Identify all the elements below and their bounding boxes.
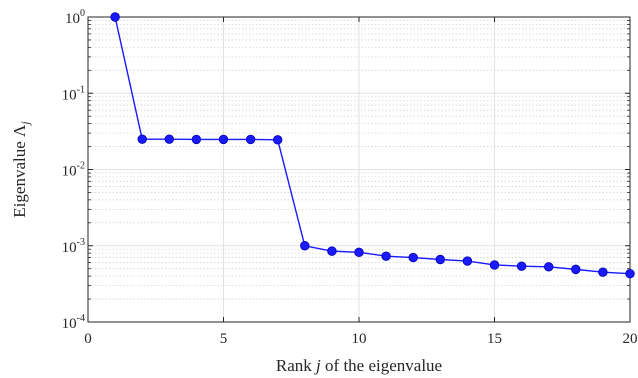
data-point-marker bbox=[354, 247, 364, 258]
data-point-marker bbox=[245, 134, 256, 145]
axis-ticks bbox=[87, 16, 631, 323]
data-point-marker bbox=[571, 264, 581, 275]
y-tick-label: 10-1 bbox=[62, 84, 85, 103]
x-tick-label: 0 bbox=[84, 331, 92, 347]
data-point-marker bbox=[191, 134, 202, 145]
data-point-marker bbox=[137, 134, 147, 144]
data-point-marker bbox=[327, 246, 337, 256]
y-tick-label: 10-4 bbox=[62, 313, 85, 332]
data-point-marker bbox=[544, 262, 554, 272]
tick-labels: 0 5 10 15 20 10-4 10-3 10-2 10-1 100 bbox=[62, 8, 638, 347]
y-axis-label: Eigenvalue Λj bbox=[10, 121, 32, 218]
y-tick-label: 10-3 bbox=[62, 237, 85, 256]
y-tick-label: 100 bbox=[65, 8, 85, 27]
data-point-marker bbox=[164, 134, 175, 144]
data-point-marker bbox=[110, 12, 120, 22]
x-tick-label: 10 bbox=[352, 331, 367, 347]
grid bbox=[87, 16, 631, 323]
x-tick-label: 20 bbox=[623, 331, 638, 347]
data-point-marker bbox=[408, 252, 418, 263]
x-tick-label: 5 bbox=[220, 331, 228, 347]
x-tick-label: 15 bbox=[487, 331, 502, 347]
series bbox=[110, 12, 635, 279]
data-point-marker bbox=[273, 135, 283, 145]
data-point-marker bbox=[462, 256, 473, 266]
data-point-marker bbox=[300, 241, 310, 251]
data-point-marker bbox=[381, 251, 391, 261]
data-point-marker bbox=[435, 254, 446, 265]
y-tick-label: 10-2 bbox=[62, 161, 85, 180]
series-line bbox=[114, 16, 631, 275]
data-point-marker bbox=[489, 260, 500, 270]
x-axis-label: Rank j of the eigenvalue bbox=[276, 356, 442, 375]
data-point-marker bbox=[625, 268, 635, 279]
data-point-marker bbox=[218, 134, 229, 145]
data-point-marker bbox=[516, 261, 527, 271]
data-point-marker bbox=[598, 267, 608, 277]
